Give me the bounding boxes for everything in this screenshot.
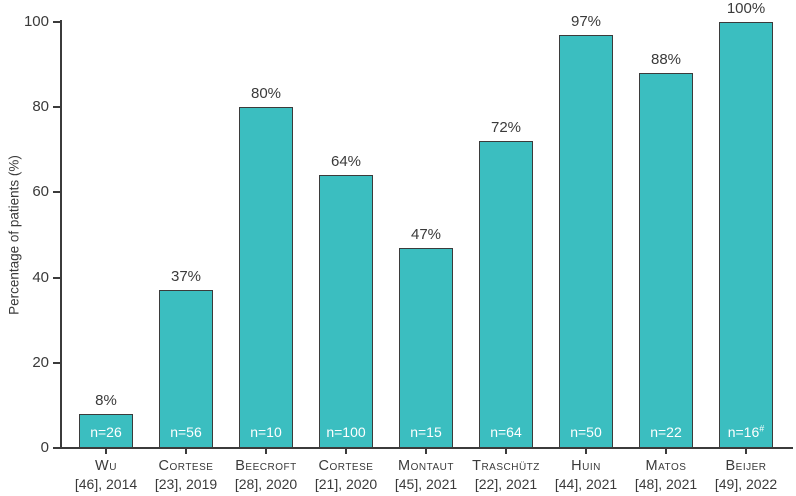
y-axis-title: Percentage of patients (%) [6,155,22,315]
x-label-citation: [22], 2021 [474,476,538,492]
bar-value-label: 64% [330,153,362,171]
x-tick-mark [665,449,667,454]
x-tick-mark [345,449,347,454]
bar-n-label: n=15 [410,424,442,440]
y-tick-mark [53,21,60,23]
bar [239,107,293,448]
bar-n-label: n=26 [90,424,122,440]
x-tick-mark [265,449,267,454]
x-label-citation: [46], 2014 [74,476,138,492]
y-tick-label: 60 [32,183,49,201]
y-tick-label: 40 [32,268,49,286]
bar-n-label: n=10 [250,424,282,440]
x-label-study: Cortese [158,458,214,474]
bar-n-label: n=50 [570,424,602,440]
x-label-citation: [21], 2020 [314,476,378,492]
y-tick-mark [53,361,60,364]
bar [319,175,373,448]
x-tick-mark [425,449,427,454]
x-label-citation: [23], 2019 [154,476,218,492]
y-tick-mark [53,191,60,194]
x-tick-mark [585,449,587,454]
x-label-study: Huin [571,458,601,474]
bar [159,290,213,448]
bar [399,247,453,448]
x-tick-mark [105,449,107,454]
bar-value-label: 80% [250,85,282,103]
bar-n-label: n=56 [170,424,202,440]
x-label-study: Montaut [398,458,454,474]
x-label-study: Wu [95,458,117,474]
bar-value-label: 47% [410,225,442,243]
bar [559,34,613,448]
bar-value-label: 88% [650,51,682,69]
y-tick-mark [53,447,60,449]
bar-value-label: 100% [726,0,766,17]
x-label-study: Beecroft [235,458,297,474]
n-label-superscript: # [759,423,765,434]
bar-n-label: n=22 [650,424,682,440]
x-label-citation: [45], 2021 [394,476,458,492]
x-label-citation: [44], 2021 [554,476,618,492]
x-label-citation: [28], 2020 [234,476,298,492]
bar-n-label: n=16# [727,423,765,440]
y-tick-label: 80 [32,98,49,116]
x-label-study: Matos [645,458,687,474]
bar-value-label: 72% [490,119,522,137]
y-tick-label: 20 [32,353,49,371]
y-tick-mark [53,106,60,109]
x-label-study: Beijer [725,458,767,474]
bar-value-label: 97% [570,12,602,30]
x-label-study: Cortese [318,458,374,474]
x-tick-mark [745,449,747,454]
x-label-citation: [48], 2021 [634,476,698,492]
x-label-study: Traschütz [472,458,540,474]
x-axis-line [60,447,793,449]
bar [479,141,533,448]
y-tick-mark [53,276,60,279]
y-tick-label: 100 [23,13,49,30]
x-label-citation: [49], 2022 [714,476,778,492]
bar-value-label: 37% [170,268,202,286]
bar [719,22,773,448]
bar [639,73,693,448]
bar [79,413,133,448]
x-tick-mark [505,449,507,454]
bar-n-label: n=64 [490,424,522,440]
bar-value-label: 8% [95,391,117,409]
y-tick-label: 0 [40,439,49,456]
y-axis-line [60,20,62,449]
bar-n-label: n=100 [326,424,366,440]
x-tick-mark [185,449,187,454]
